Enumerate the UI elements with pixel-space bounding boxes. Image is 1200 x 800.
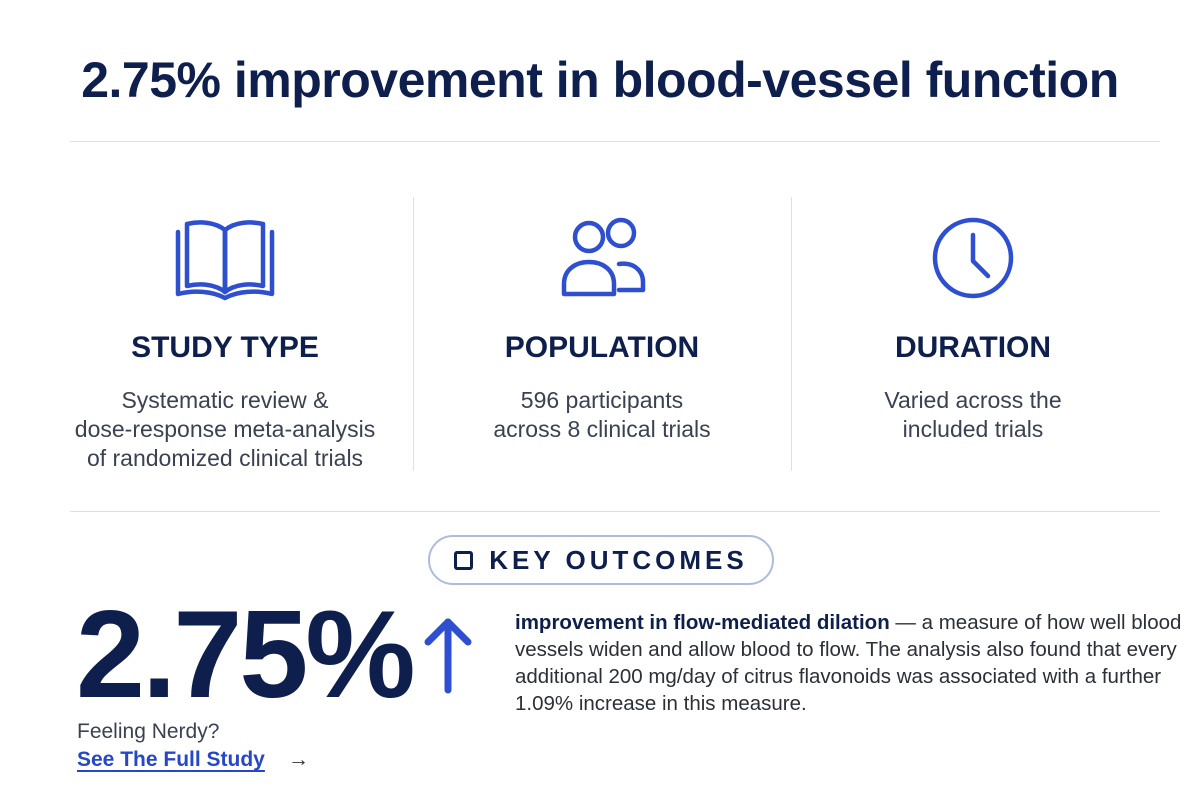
arrow-right-icon[interactable]: → [288,748,309,771]
outcome-lead: improvement in flow-mediated dilation [515,611,890,634]
clock-icon [918,208,1028,304]
study-type-column: STUDY TYPE Systematic review & dose-resp… [40,200,410,480]
outcome-value: 2.75% [76,586,416,724]
duration-heading: DURATION [894,331,1052,364]
population-column: POPULATION 596 participants across 8 cli… [418,200,786,480]
see-full-study-link[interactable]: See The Full Study [77,748,265,771]
arrow-up-icon [420,612,476,696]
outcome-description: improvement in flow-mediated dilation — … [515,609,1187,717]
book-icon [170,208,280,304]
duration-description: Varied across the included trials [884,387,1062,442]
key-outcomes-badge: KEY OUTCOMES [428,535,774,585]
population-heading: POPULATION [504,331,700,364]
middle-divider [70,511,1160,512]
duration-column: DURATION Varied across the included tria… [796,200,1150,480]
feeling-nerdy-text: Feeling Nerdy? [77,720,220,743]
column-divider [791,197,792,471]
key-outcomes-label: KEY OUTCOMES [489,544,748,575]
checkbox-icon [454,550,474,570]
population-description: 596 participants across 8 clinical trial… [493,387,711,442]
column-divider [413,197,414,471]
study-type-description: Systematic review & dose-response meta-a… [74,387,376,471]
top-divider [70,141,1160,142]
study-type-heading: STUDY TYPE [131,331,319,364]
outcome-body: — a measure of how well blood vessels wi… [515,611,1182,715]
people-icon [547,208,657,304]
page-title: 2.75% improvement in blood-vessel functi… [81,52,1119,108]
